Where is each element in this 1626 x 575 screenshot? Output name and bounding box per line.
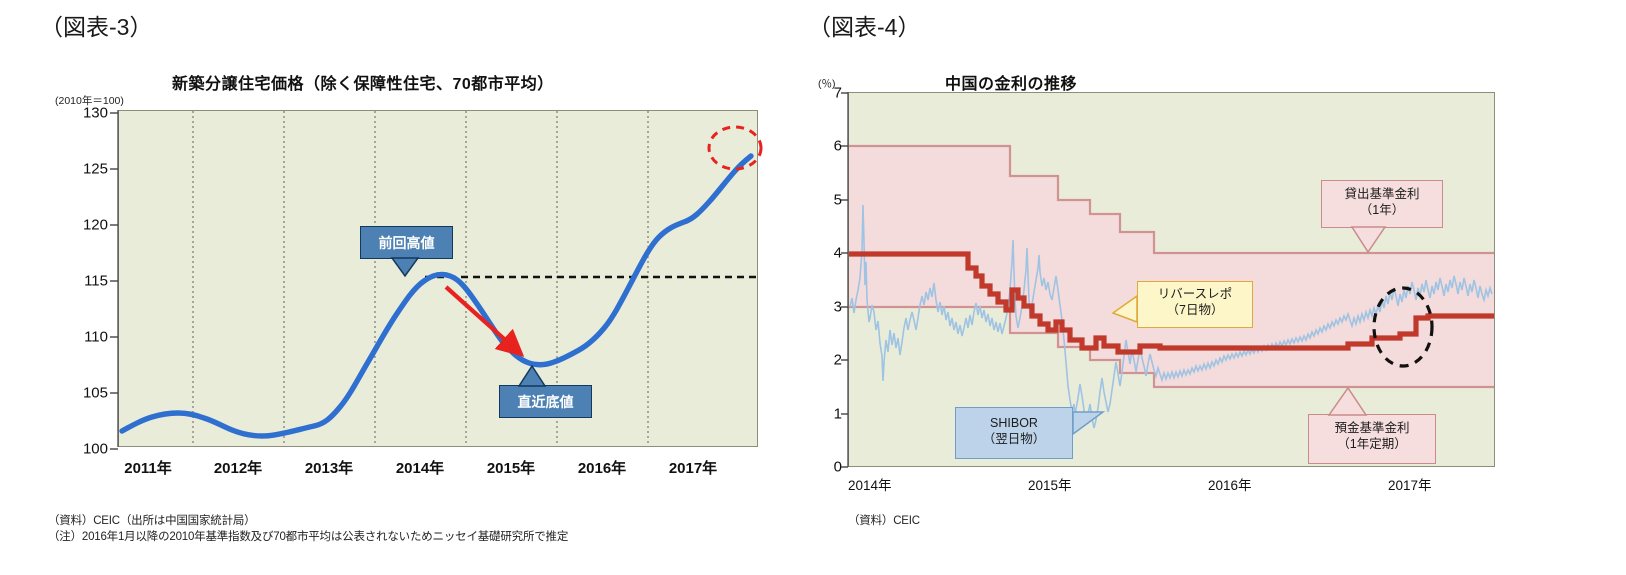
figure-3-y-unit: (2010年＝100) [55,95,124,107]
figure-4-ytick-2: 2 [833,351,842,369]
callout-reverse-repo-tail [1111,294,1138,324]
figure-3-ytick-105: 105 [82,384,108,402]
figure-3-ytick-115: 115 [84,272,108,290]
reverse-repo-7day-line [849,251,1494,355]
figure-3-footnote: （注）2016年1月以降の2010年基準指数及び70都市平均は公表されないためニ… [48,531,569,543]
callout-deposit-tail [1327,386,1368,416]
figure-4-ytick-1: 1 [833,405,842,423]
figure-4-ytick-3: 3 [833,298,842,316]
figure-3-ytick-125: 125 [82,160,108,178]
figure-3-xtick-2016: 2016年 [577,460,627,477]
callout-reverse-repo: リバースレポ （7日物） [1137,281,1253,328]
callout-reverse-repo-line1: リバースレポ [1157,287,1233,301]
figure-3-label: （図表-3） [40,14,153,40]
callout-previous-peak-tail [390,257,420,278]
figure-3-xtick-2013: 2013年 [304,460,354,477]
figure-4-panel: （図表-4） 中国の金利の推移 (％) 7 6 5 4 3 2 1 0 2014… [800,0,1626,575]
callout-shibor: SHIBOR （翌日物） [955,407,1073,459]
figure-3-title: 新築分譲住宅価格（除く保障性住宅、70都市平均） [172,76,554,93]
callout-shibor-tail [1072,411,1106,436]
figure-4-ytick-7: 7 [833,84,842,102]
figure-4-ytick-6: 6 [833,137,842,155]
figure-4-ytick-5: 5 [833,191,842,209]
latest-value-highlight-circle [707,125,763,171]
figure-4-xtick-2016: 2016年 [1208,478,1252,493]
callout-reverse-repo-line2: （7日物） [1166,302,1224,317]
callout-lending-benchmark-rate-line1: 貸出基準金利 [1344,187,1420,201]
rate-hike-highlight-circle [1372,286,1434,368]
callout-lending-tail [1350,226,1387,254]
figure-4-source-note: （資料）CEIC [848,515,920,527]
callout-lending-benchmark-rate-line2: （1年） [1359,202,1405,217]
figure-4-ytick-0: 0 [833,458,842,476]
figure-4-xtick-2017: 2017年 [1388,478,1432,493]
figure-3-xtick-2015: 2015年 [486,460,536,477]
lending-benchmark-rate-line [849,144,1494,255]
deposit-benchmark-rate-line [849,305,1494,389]
figure-3-plot-area [118,110,758,447]
callout-shibor-line1: SHIBOR [990,416,1038,430]
figure-3-ytick-100: 100 [82,440,108,458]
figure-3-graphics [110,110,763,450]
callout-previous-peak-label: 前回高値 [378,235,435,251]
figure-3-ytick-120: 120 [82,216,108,234]
callout-deposit-benchmark-rate-line1: 預金基準金利 [1334,421,1410,435]
figure-4-label: （図表-4） [808,14,921,40]
figure-3-xtick-2014: 2014年 [395,460,445,477]
callout-recent-bottom-label: 直近底値 [517,394,574,410]
figure-3-xtick-2012: 2012年 [213,460,263,477]
figure-4-y-unit: (％) [818,78,836,90]
figure-4-xtick-2014: 2014年 [848,478,892,493]
callout-lending-benchmark-rate: 貸出基準金利 （1年） [1321,180,1443,228]
figure-4-ytick-4: 4 [833,244,842,262]
callout-recent-bottom: 直近底値 [499,385,592,418]
figure-3-xtick-2011: 2011年 [124,460,172,477]
figure-3-panel: （図表-3） 新築分譲住宅価格（除く保障性住宅、70都市平均） (2010年＝1… [0,0,800,575]
figure-3-ytick-130: 130 [82,104,108,122]
figure-3-ytick-110: 110 [84,328,108,346]
figure-4-title: 中国の金利の推移 [945,76,1078,93]
figure-4-xtick-2015: 2015年 [1028,478,1072,493]
figure-3-xtick-2017: 2017年 [668,460,718,477]
callout-deposit-benchmark-rate-line2: （1年定期） [1337,436,1407,451]
decline-arrow [444,285,525,357]
new-home-price-line [119,153,754,439]
figure-4-graphics [841,92,1494,468]
callout-shibor-line2: （翌日物） [982,431,1046,446]
callout-deposit-benchmark-rate: 預金基準金利 （1年定期） [1308,414,1436,464]
figure-3-source-note: （資料）CEIC（出所は中国国家統計局） [48,515,256,527]
callout-recent-bottom-tail [517,364,547,387]
